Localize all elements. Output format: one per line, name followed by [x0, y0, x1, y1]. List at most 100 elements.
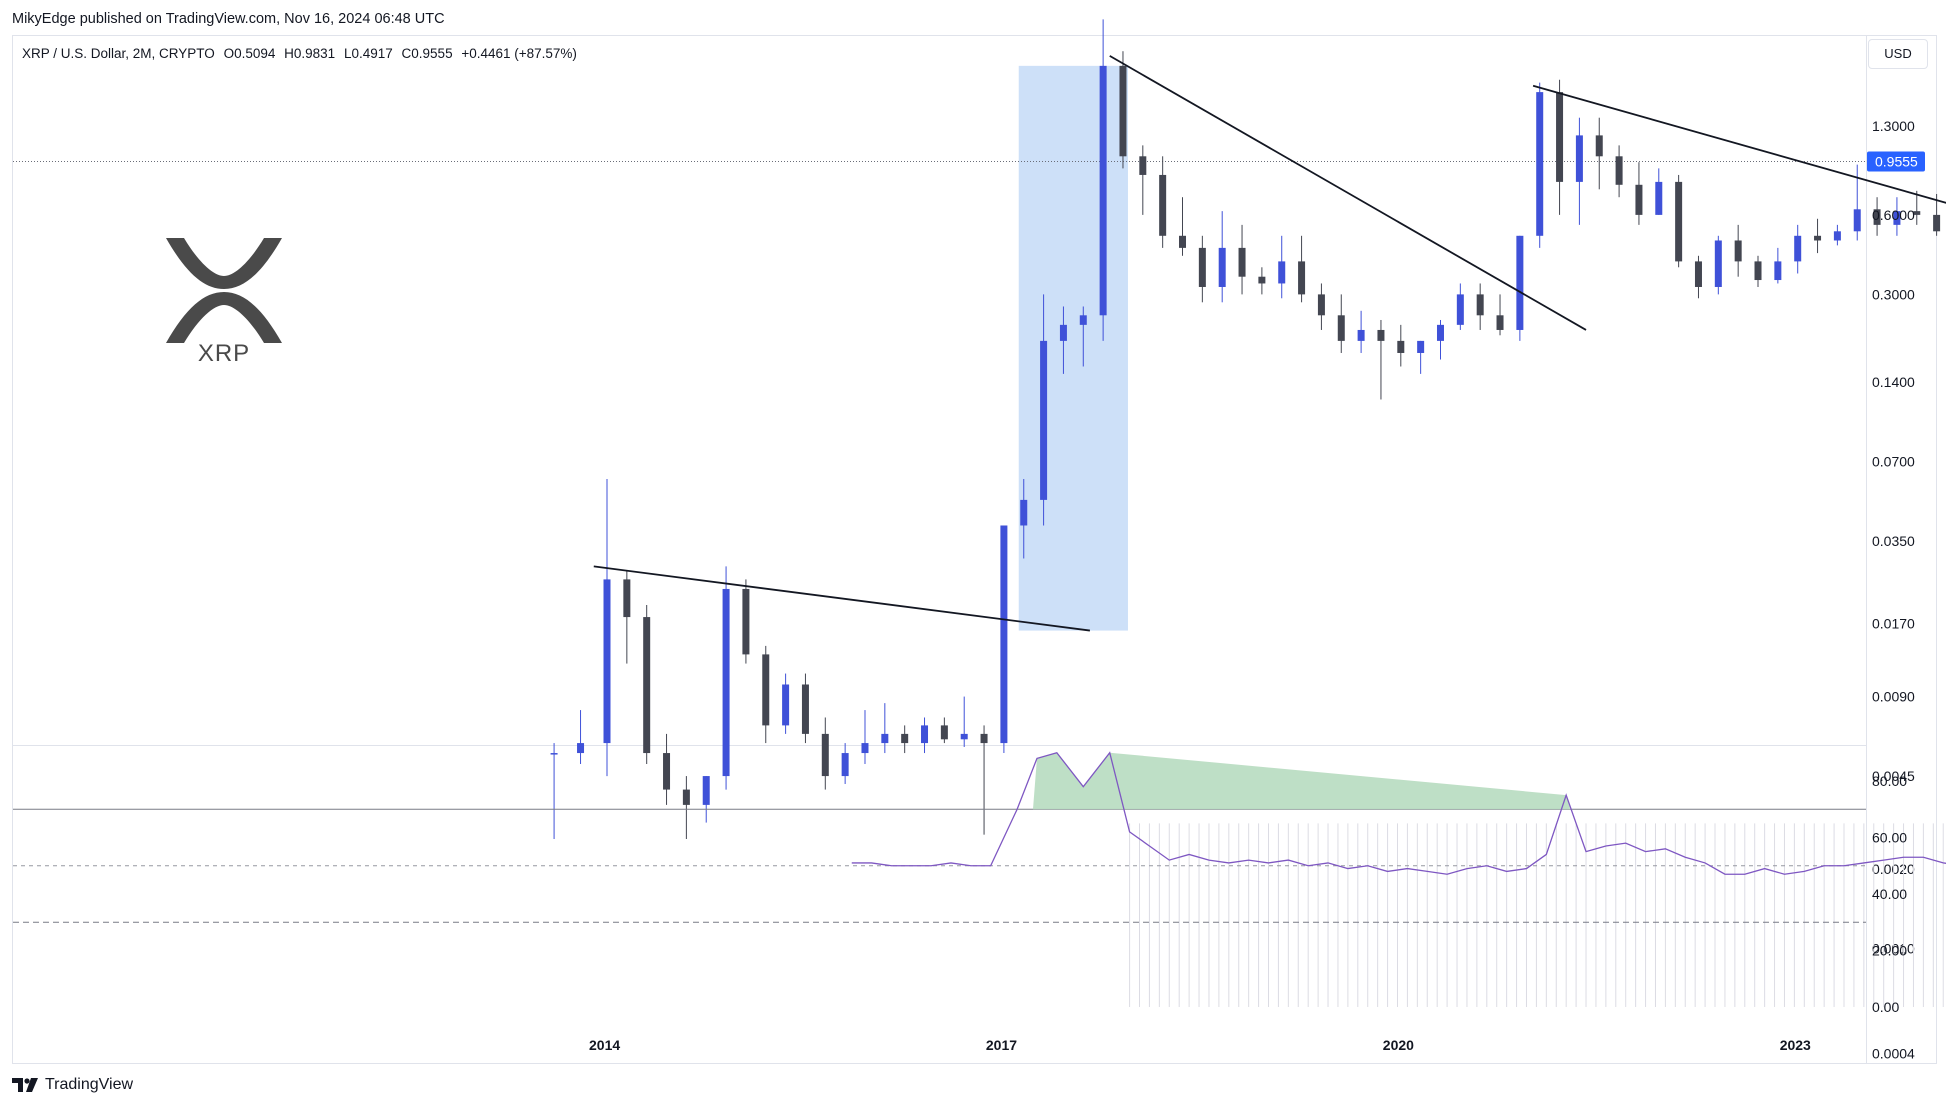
- price-axis-label: 0.6000: [1872, 207, 1915, 223]
- trendline[interactable]: [1109, 55, 1587, 331]
- candle-body[interactable]: [1595, 135, 1603, 157]
- candle-body[interactable]: [1238, 247, 1246, 277]
- candle-body[interactable]: [1476, 294, 1484, 316]
- time-axis-label: 2014: [589, 1037, 620, 1053]
- candle-body[interactable]: [1020, 499, 1028, 526]
- candle-body[interactable]: [841, 753, 849, 777]
- candle-body[interactable]: [1734, 240, 1742, 262]
- candle-body[interactable]: [1456, 294, 1464, 325]
- candle-body[interactable]: [1179, 235, 1187, 248]
- candle-body[interactable]: [921, 725, 929, 744]
- candle-body[interactable]: [1040, 340, 1048, 500]
- close-value: C0.9555: [401, 46, 453, 61]
- price-axis-label: 0.3000: [1872, 286, 1915, 302]
- candle-body[interactable]: [1913, 211, 1921, 215]
- time-axis-label: 2017: [986, 1037, 1017, 1053]
- rsi-axis-label: 20.00: [1872, 943, 1907, 959]
- candle-body[interactable]: [1000, 525, 1008, 744]
- rsi-line[interactable]: [851, 751, 1946, 875]
- price-axis-label: 0.0700: [1872, 453, 1915, 469]
- candle-body[interactable]: [1417, 340, 1425, 353]
- time-axis-label: 2023: [1780, 1037, 1811, 1053]
- rsi-axis-label: 40.00: [1872, 886, 1907, 902]
- candle-body[interactable]: [980, 733, 988, 744]
- target-box[interactable]: [1018, 65, 1128, 631]
- trendline[interactable]: [593, 565, 1091, 632]
- rsi-axis-label: 0.00: [1872, 999, 1899, 1015]
- candle-body[interactable]: [1694, 261, 1702, 287]
- candle-body[interactable]: [702, 776, 710, 805]
- symbol-legend: XRP / U.S. Dollar, 2M, CRYPTO O0.5094 H0…: [22, 46, 582, 61]
- candle-body[interactable]: [550, 753, 558, 755]
- candle-body[interactable]: [801, 684, 809, 734]
- symbol-name[interactable]: XRP / U.S. Dollar, 2M, CRYPTO: [22, 46, 215, 61]
- candle-body[interactable]: [1714, 240, 1722, 287]
- candle-body[interactable]: [577, 743, 585, 754]
- candle-body[interactable]: [1794, 235, 1802, 262]
- candle-body[interactable]: [782, 684, 790, 726]
- candle-body[interactable]: [1774, 261, 1782, 281]
- candle-body[interactable]: [1198, 247, 1206, 287]
- candle-body[interactable]: [1357, 329, 1365, 341]
- candle-body[interactable]: [722, 588, 730, 777]
- candle-body[interactable]: [1298, 261, 1306, 295]
- candle-body[interactable]: [663, 753, 671, 790]
- tradingview-logo-icon: [12, 1078, 38, 1092]
- candle-body[interactable]: [1873, 209, 1881, 225]
- time-axis-label: 2020: [1383, 1037, 1414, 1053]
- candle-body[interactable]: [861, 743, 869, 754]
- candle-body[interactable]: [1833, 231, 1841, 241]
- candle-body[interactable]: [901, 733, 909, 744]
- xrp-logo-icon: [166, 238, 282, 343]
- candle-body[interactable]: [1516, 235, 1524, 330]
- candle-body[interactable]: [940, 725, 948, 740]
- last-price-tag: [1867, 151, 1925, 172]
- candle-body[interactable]: [1317, 294, 1325, 316]
- candle-body[interactable]: [1635, 184, 1643, 215]
- candle-body[interactable]: [1675, 181, 1683, 262]
- candle-body[interactable]: [1814, 235, 1822, 241]
- candle-body[interactable]: [1079, 315, 1087, 325]
- currency-button[interactable]: USD: [1868, 39, 1928, 69]
- price-axis-label: 0.0045: [1872, 768, 1915, 784]
- rsi-overbought-fill: [1032, 752, 1571, 810]
- candle-body[interactable]: [643, 617, 651, 754]
- candle-body[interactable]: [742, 588, 750, 655]
- candle-body[interactable]: [960, 733, 968, 740]
- tradingview-brand[interactable]: TradingView: [12, 1076, 133, 1094]
- candle-body[interactable]: [1218, 247, 1226, 287]
- candle-body[interactable]: [1377, 329, 1385, 341]
- price-axis-label: 0.0350: [1872, 533, 1915, 549]
- candle-body[interactable]: [1556, 92, 1564, 182]
- candle-body[interactable]: [1258, 276, 1266, 284]
- candle-body[interactable]: [603, 579, 611, 744]
- candle-body[interactable]: [1159, 174, 1167, 236]
- candle-body[interactable]: [1139, 156, 1147, 175]
- candle-body[interactable]: [1337, 315, 1345, 341]
- candle-body[interactable]: [1059, 324, 1067, 341]
- candle-body[interactable]: [1575, 135, 1583, 182]
- candle-body[interactable]: [1099, 65, 1107, 316]
- candle-body[interactable]: [1278, 261, 1286, 284]
- candle-body[interactable]: [623, 579, 631, 618]
- candle-body[interactable]: [1496, 315, 1504, 330]
- candle-body[interactable]: [1853, 209, 1861, 232]
- candle-body[interactable]: [1536, 92, 1544, 236]
- candle-body[interactable]: [881, 733, 889, 744]
- candle-body[interactable]: [1615, 156, 1623, 185]
- rsi-axis-label: 80.00: [1872, 773, 1907, 789]
- candle-body[interactable]: [682, 789, 690, 805]
- price-axis-label: 1.3000: [1872, 118, 1915, 134]
- pane-separator[interactable]: [13, 745, 1866, 746]
- candle-body[interactable]: [1655, 181, 1663, 215]
- candle-body[interactable]: [1754, 261, 1762, 281]
- candle-body[interactable]: [1893, 211, 1901, 225]
- candle-body[interactable]: [1119, 65, 1127, 157]
- candle-body[interactable]: [821, 733, 829, 777]
- candle-body[interactable]: [1397, 340, 1405, 353]
- trendline[interactable]: [1532, 84, 1946, 236]
- candle-body[interactable]: [762, 654, 770, 726]
- candle-body[interactable]: [1933, 214, 1941, 232]
- candle-body[interactable]: [1436, 324, 1444, 341]
